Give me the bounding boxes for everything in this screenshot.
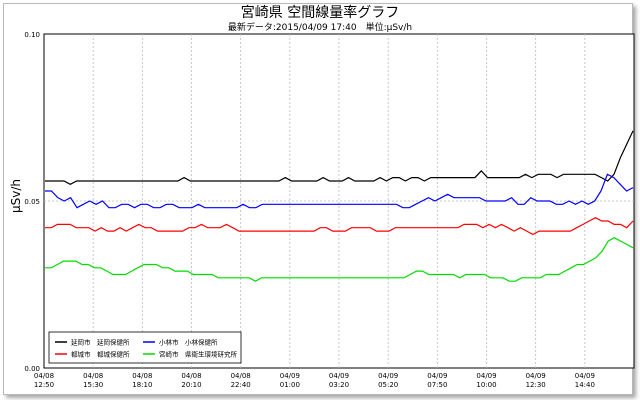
x-tick-date: 04/09 — [329, 372, 349, 380]
series-line-2 — [45, 173, 634, 209]
legend-label-2: 小林市 小林保健所 — [159, 338, 218, 347]
legend-label-4: 宮崎市 県衛生環境研究所 — [159, 350, 238, 359]
plot-area — [43, 33, 635, 369]
x-tick-time: 01:00 — [280, 381, 300, 389]
x-tick-time: 05:20 — [378, 381, 398, 389]
x-tick-time: 18:10 — [132, 381, 152, 389]
chart-title: 宮崎県 空間線量率グラフ — [240, 5, 400, 21]
x-tick-date: 04/08 — [181, 372, 201, 380]
y-tick-label: 0.10 — [24, 31, 40, 39]
x-tick-time: 12:30 — [526, 381, 546, 389]
series-line-3 — [45, 217, 634, 236]
legend-label-1: 延岡市 延岡保健所 — [71, 338, 130, 347]
series-line-4 — [45, 237, 634, 282]
x-tick-time: 15:30 — [83, 381, 103, 389]
x-tick-time: 07:50 — [427, 381, 447, 389]
x-tick-date: 04/09 — [280, 372, 300, 380]
x-tick-date: 04/09 — [378, 372, 398, 380]
x-tick-time: 14:40 — [575, 381, 595, 389]
x-tick-time: 22:40 — [231, 381, 251, 389]
x-tick-date: 04/09 — [476, 372, 496, 380]
x-tick-date: 04/09 — [427, 372, 447, 380]
series-line-1 — [45, 130, 634, 185]
x-tick-date: 04/09 — [575, 372, 595, 380]
chart-subtitle: 最新データ:2015/04/09 17:40 単位:μSv/h — [227, 23, 413, 33]
x-tick-time: 03:20 — [329, 381, 349, 389]
x-tick-time: 12:50 — [34, 381, 54, 389]
x-tick-date: 04/08 — [132, 372, 152, 380]
x-tick-date: 04/08 — [34, 372, 54, 380]
x-tick-time: 20:10 — [181, 381, 201, 389]
y-tick-label: 0.00 — [24, 365, 40, 373]
x-tick-date: 04/08 — [231, 372, 251, 380]
legend-label-3: 都城市 都城保健所 — [71, 350, 130, 359]
legend-box — [48, 331, 242, 364]
x-tick-date: 04/08 — [83, 372, 103, 380]
x-tick-date: 04/09 — [526, 372, 546, 380]
y-tick-label: 0.05 — [24, 198, 40, 206]
x-tick-time: 10:00 — [476, 381, 496, 389]
